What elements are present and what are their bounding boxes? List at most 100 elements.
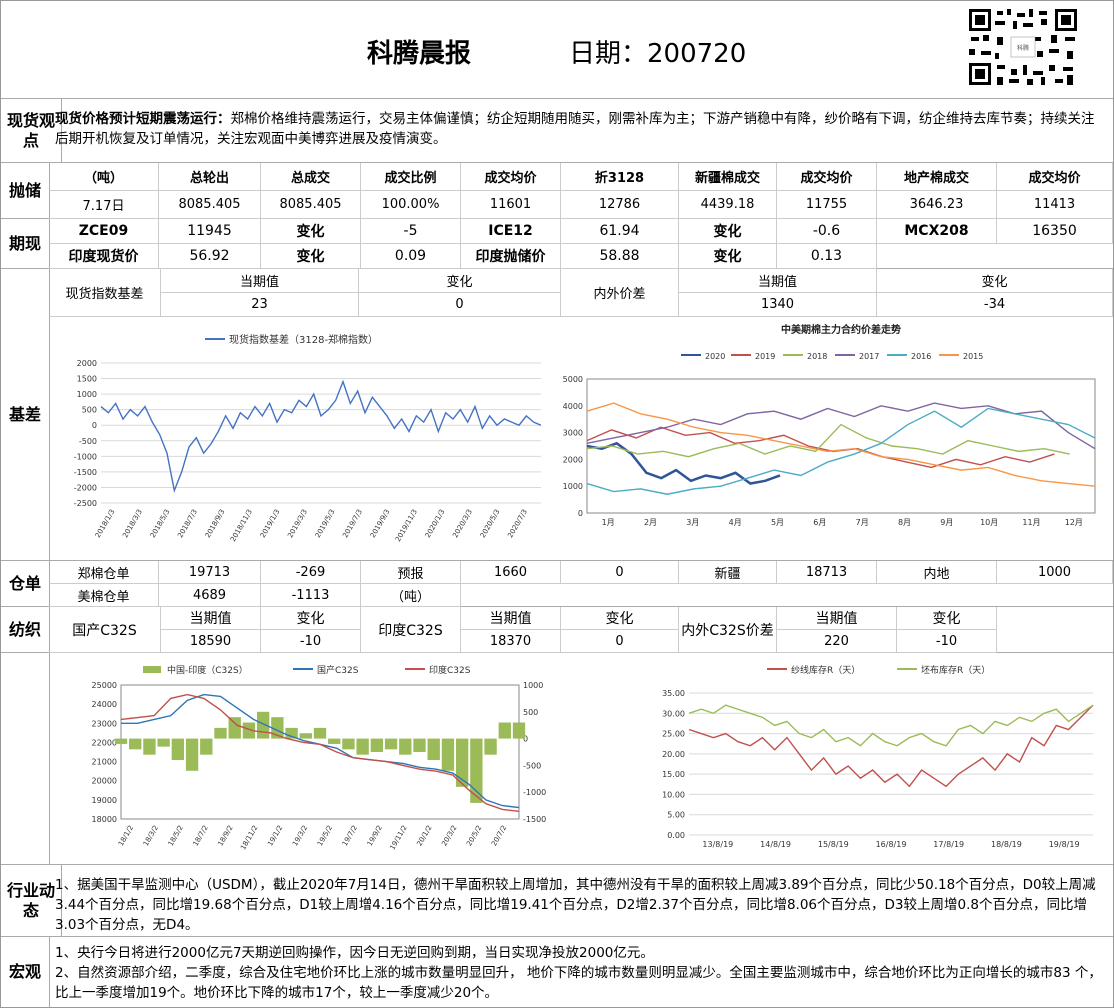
basis-chg-header: 变化 [359,269,561,293]
inland-label: 内地 [877,561,997,584]
reserve-value-cell: 11755 [777,191,877,219]
yarn-section: 纺织 国产C32S 当期值 变化 18590 -10 印度C32S 当期值 变化… [1,607,1113,653]
date-value: 200720 [647,39,747,69]
domestic-chg-header: 变化 [261,607,361,630]
x-tick-label: 12月 [1065,518,1083,527]
reserve-value-cell: 100.00% [361,191,461,219]
futures-cell: MCX208 [877,219,997,244]
y2-tick-label: 0 [523,735,528,744]
bar [399,738,412,755]
y-tick-label: 0.00 [667,831,685,840]
series-line [120,693,520,813]
futures-cell: -5 [361,219,461,244]
x-tick-label: 2020/3/3 [451,508,474,539]
y-tick-label: -1500 [74,468,97,477]
reserve-header-cell: 成交均价 [461,163,561,191]
y-tick-label: 15.00 [662,770,685,779]
us-china-spread-chart: 5000 4000 3000 2000 1000 0 1月 2月 3月 4月 5月 6月 7月 8月 9月 1… [563,323,1096,527]
us-receipt-value: 4689 [159,584,261,607]
y-tick-label: 0 [578,509,583,518]
y-tick-label: 2000 [77,359,97,368]
report-title: 科腾晨报 [367,39,472,69]
y2-tick-label: -500 [523,761,541,770]
series-line [586,441,781,485]
domestic-c32s-change: -10 [261,630,361,653]
x-tick-label: 2018/1/3 [94,508,117,539]
bar [328,738,341,744]
futures-cell: 0.13 [777,244,877,269]
bar [512,722,526,739]
x-tick-label: 2018/11/3 [229,508,254,543]
reserve-value-cell: 8085.405 [159,191,261,219]
bar [171,738,185,761]
yarn-label: 纺织 [1,607,50,652]
x-tick-label: 19/5/2 [316,824,334,848]
reserve-header-cell: 总成交 [261,163,361,191]
bar [271,717,284,739]
reserve-section: 抛储 （吨） 总轮出 总成交 成交比例 成交均价 折3128 新疆棉成交 成交均价 地产棉成交成… [1,163,1113,219]
inventory-chart: 35.00 30.00 25.00 20.00 15.00 10.00 5.00 0.00 13… [662,664,1094,849]
plot-area [101,363,541,503]
basis-spot-change: 0 [359,293,561,317]
macro-text: 1、央行今日将进行2000亿元7天期逆回购操作，因今日无逆回购到期，当日实现净投… [55,943,1107,1003]
x-tick-label: 2020/7/3 [506,508,529,539]
bar [285,727,298,739]
x-tick-label: 2019/1/3 [259,508,282,539]
futures-cell: 变化 [261,244,361,269]
warehouse-label: 仓单 [1,561,50,606]
forecast-label: 预报 [361,561,461,584]
india-chg-header: 变化 [561,607,679,630]
reserve-value-cell: 4439.18 [679,191,777,219]
domestic-cur-header: 当期值 [161,607,261,630]
y-tick-label: 25000 [92,681,117,690]
x-tick-label: 16/8/19 [876,840,907,849]
basis-spot-label: 现货指数基差 [49,269,161,317]
futures-cell: ICE12 [461,219,561,244]
x-tick-label: 18/8/19 [991,840,1022,849]
date-label: 日期： [569,39,648,69]
reserve-value-cell: 7.17日 [49,191,159,219]
x-tick-label: 18/7/2 [192,824,210,848]
reserve-header-cell: 新疆棉成交 [679,163,777,191]
india-cur-header: 当期值 [461,607,561,630]
y-tick-label: -2500 [74,499,97,508]
y-tick-label: 24000 [92,700,117,709]
macro-section: 宏观 1、央行今日将进行2000亿元7天期逆回购操作，因今日无逆回购到期，当日实… [1,937,1113,1007]
legend-label: 2018 [807,352,827,361]
futures-section: 期现 ZCE09 11945 变化 -5 ICE12 61.94 变化 -0.6 MCX208 1… [1,219,1113,269]
zz-receipt-change: -269 [261,561,361,584]
forecast-change: 0 [561,561,679,584]
bar [470,738,483,803]
x-tick-label: 1月 [602,518,615,527]
bar [299,733,312,739]
y-tick-label: 1500 [77,375,97,384]
legend-swatch [143,666,161,673]
forecast-value: 1660 [461,561,561,584]
series-line [586,402,1096,487]
spot-view-lead: 现货价格预计短期震荡运行： [55,111,231,127]
futures-cell: 变化 [261,219,361,244]
x-tick-label: 2019/7/3 [341,508,364,539]
x-tick-label: 2019/3/3 [286,508,309,539]
spot-view-section: 现货观点 现货价格预计短期震荡运行：郑棉价格维持震荡运行，交易主体偏谨慎；纺企短… [1,99,1113,163]
legend-label: 现货指数基差（3128-郑棉指数） [229,333,378,346]
series-line [688,704,1094,747]
c32s-diff-change: -10 [897,630,997,653]
reserve-value-cell: 11413 [997,191,1113,219]
x-tick-label: 5月 [771,518,784,527]
legend-label: 纱线库存R（天） [791,664,860,676]
x-tick-label: 15/8/19 [818,840,849,849]
us-receipt-label: 美棉仓单 [49,584,159,607]
reserve-label: 抛储 [1,163,50,218]
reserve-value-cell: 11601 [461,191,561,219]
basis-inout-chg-header: 变化 [877,269,1113,293]
yarn-charts-section: 25000 24000 23000 22000 21000 20000 19000 18000… [1,653,1113,865]
us-receipt-change: -1113 [261,584,361,607]
x-tick-label: 2019/9/3 [369,508,392,539]
y-tick-label: 2000 [563,455,583,464]
diff-cur-header: 当期值 [777,607,897,630]
x-tick-label: 19/7/2 [341,824,359,848]
y-tick-label: -2000 [74,483,97,492]
plot-area [120,684,520,820]
zz-receipt-label: 郑棉仓单 [49,561,159,584]
